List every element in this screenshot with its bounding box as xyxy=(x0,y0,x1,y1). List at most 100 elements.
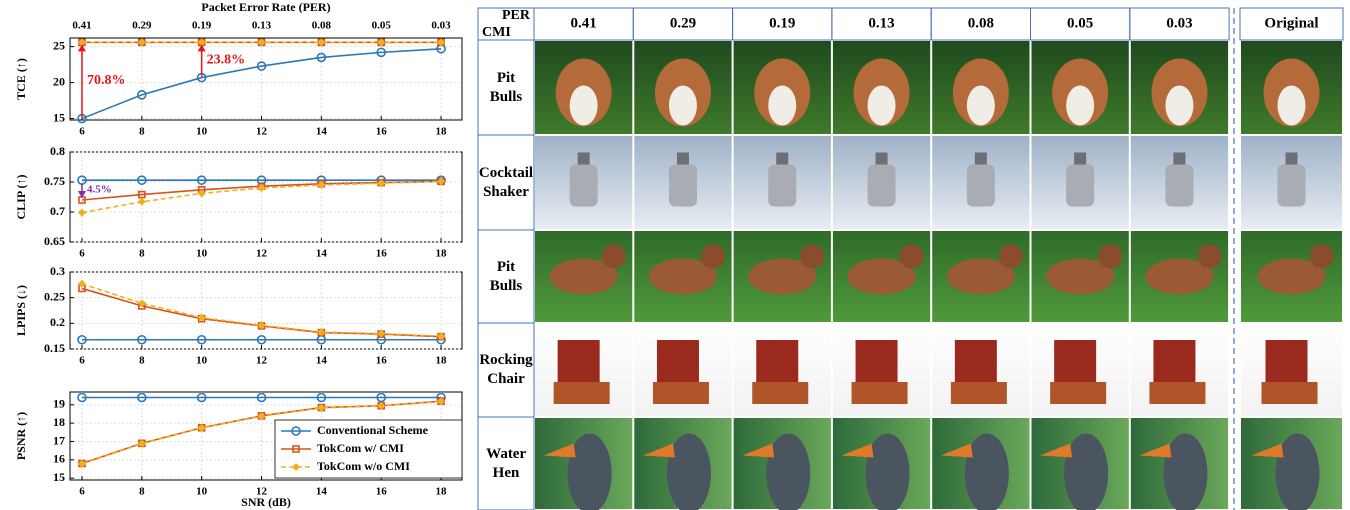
image-subject xyxy=(668,85,697,126)
image-subject xyxy=(1277,85,1306,126)
point xyxy=(138,190,146,199)
annotation: 4.5% xyxy=(87,184,112,196)
image-subject xyxy=(1165,164,1194,207)
y-tick-label: 17 xyxy=(53,433,65,447)
image-subject xyxy=(1139,443,1172,458)
image-subject xyxy=(557,340,600,384)
header-cell xyxy=(1239,7,1344,41)
image-subject xyxy=(666,433,711,510)
x2-tick-label: 0.08 xyxy=(312,20,332,32)
row-label-cell xyxy=(477,416,535,510)
y-axis-title: TCE (↑) xyxy=(14,58,28,100)
image-subject xyxy=(553,382,610,404)
image-subject xyxy=(1265,340,1308,384)
column-label: 0.19 xyxy=(769,15,795,31)
y-tick-label: 0.2 xyxy=(50,315,65,329)
point xyxy=(77,279,86,288)
image-subject xyxy=(946,258,1015,295)
image-subject xyxy=(766,433,811,510)
image-subject xyxy=(865,433,910,510)
image-subject xyxy=(742,443,775,458)
legend-marker xyxy=(292,445,300,453)
point xyxy=(437,332,446,341)
annotation-arrowhead xyxy=(77,191,86,198)
image-subject xyxy=(1173,152,1186,165)
image-subject xyxy=(1153,340,1196,384)
x-tick-label: 8 xyxy=(139,126,145,138)
point xyxy=(197,189,206,198)
x-tick-label: 14 xyxy=(316,248,328,260)
point xyxy=(377,38,386,47)
x-tick-label: 8 xyxy=(139,486,145,498)
y-tick-label: 16 xyxy=(53,452,65,466)
plot-area xyxy=(69,151,463,243)
image-subject xyxy=(847,258,916,295)
annotation: 70.8% xyxy=(87,73,126,88)
image-subject xyxy=(652,382,709,404)
image-subject xyxy=(1074,152,1087,165)
point xyxy=(197,38,206,47)
point xyxy=(257,38,266,47)
y-tick-label: 0.65 xyxy=(44,234,65,248)
point xyxy=(257,412,266,421)
point xyxy=(137,334,147,345)
y-axis-title: PSNR (↑) xyxy=(14,412,28,460)
y-tick-label: 0.7 xyxy=(50,204,65,218)
image-subject xyxy=(656,340,699,384)
point xyxy=(316,392,327,403)
header-cell xyxy=(1129,7,1230,41)
row-label: Pit Bulls xyxy=(489,258,523,294)
legend-marker xyxy=(292,463,300,471)
image-subject xyxy=(899,244,924,269)
x-tick-label: 18 xyxy=(436,486,448,498)
image-subject xyxy=(1285,152,1298,165)
legend-label: TokCom w/ CMI xyxy=(317,441,404,455)
plot-area xyxy=(69,271,463,350)
row-label-box: Pit Bulls xyxy=(489,258,523,294)
image-subject xyxy=(1066,164,1095,207)
image-subject xyxy=(776,152,789,165)
point xyxy=(137,392,147,403)
x-tick-label: 10 xyxy=(196,355,208,367)
image-subject xyxy=(549,258,618,295)
point xyxy=(437,177,446,186)
image-subject xyxy=(950,382,1007,404)
row-label: Rocking Chair xyxy=(479,352,533,387)
row-label-box: Water Hen xyxy=(486,446,526,481)
image-subject xyxy=(768,85,797,126)
image-subject xyxy=(1054,340,1097,384)
x-tick-label: 18 xyxy=(436,248,448,260)
point xyxy=(196,175,207,185)
column-label: Original xyxy=(1264,15,1318,31)
x-tick-label: 16 xyxy=(376,486,388,498)
x-tick-label: 14 xyxy=(316,355,328,367)
y-tick-label: 0.25 xyxy=(44,289,65,303)
y-tick-label: 0.8 xyxy=(50,144,65,158)
point xyxy=(77,208,86,217)
point xyxy=(77,392,87,403)
image-subject xyxy=(964,433,1009,510)
point xyxy=(317,181,326,189)
legend-label: Conventional Scheme xyxy=(317,423,429,437)
x-tick-label: 16 xyxy=(376,355,388,367)
image-subject xyxy=(998,244,1023,269)
point xyxy=(376,392,387,403)
y-tick-label: 20 xyxy=(53,74,65,88)
image-subject xyxy=(954,340,997,384)
series-line xyxy=(81,47,442,120)
x2-tick-label: 0.19 xyxy=(192,20,212,32)
image-subject xyxy=(642,443,675,458)
y-axis-title: LPIPS (↓) xyxy=(14,285,28,336)
x-tick-label: 16 xyxy=(376,248,388,260)
x-tick-label: 6 xyxy=(79,248,85,260)
point xyxy=(317,38,326,47)
y-tick-label: 19 xyxy=(53,397,65,411)
point xyxy=(137,197,146,206)
column-label: 0.03 xyxy=(1166,15,1192,31)
image-subject xyxy=(1261,382,1318,404)
image-subject xyxy=(1149,382,1206,404)
point xyxy=(137,439,146,448)
point xyxy=(196,334,207,345)
image-subject xyxy=(768,164,797,207)
image-subject xyxy=(974,152,987,165)
